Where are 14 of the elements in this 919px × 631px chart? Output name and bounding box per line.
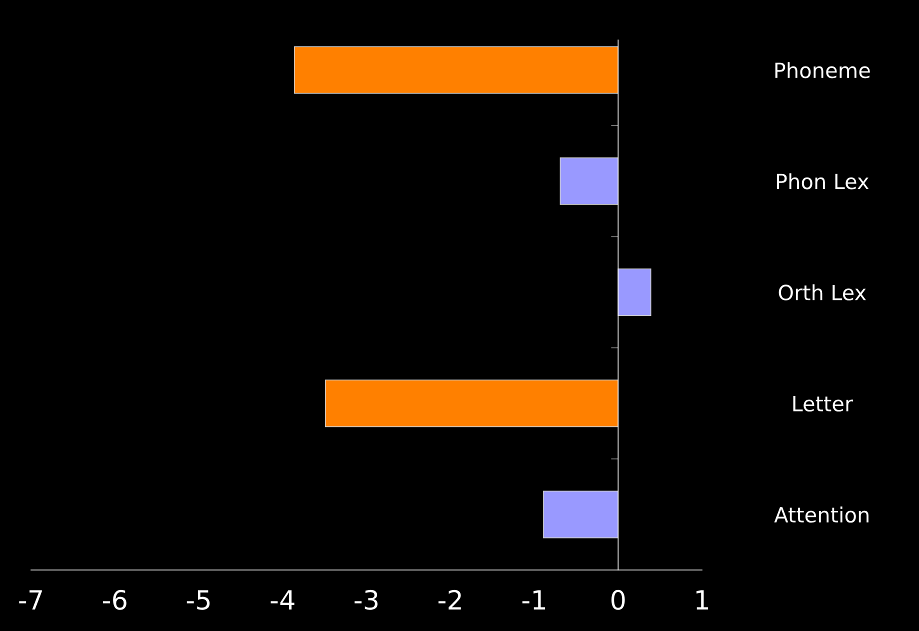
x-tick-label: 1 — [696, 590, 708, 610]
y-tick-label: Attention — [774, 506, 868, 523]
x-tick-label: -1 — [522, 590, 545, 610]
y-tick-label: Phon Lex — [777, 173, 869, 190]
x-tick-label: -3 — [354, 590, 378, 610]
x-tick-label: 0 — [611, 590, 625, 610]
x-tick-label: -4 — [270, 590, 294, 610]
x-tick-label: -2 — [438, 590, 461, 610]
y-tick-label: Phoneme — [775, 62, 870, 78]
y-tick-label: Letter — [793, 396, 854, 412]
x-tick-label: -7 — [19, 590, 42, 610]
x-tick-label: -5 — [186, 590, 210, 610]
y-tick-label: Orth Lex — [778, 284, 866, 300]
x-tick-label: -6 — [103, 590, 126, 610]
